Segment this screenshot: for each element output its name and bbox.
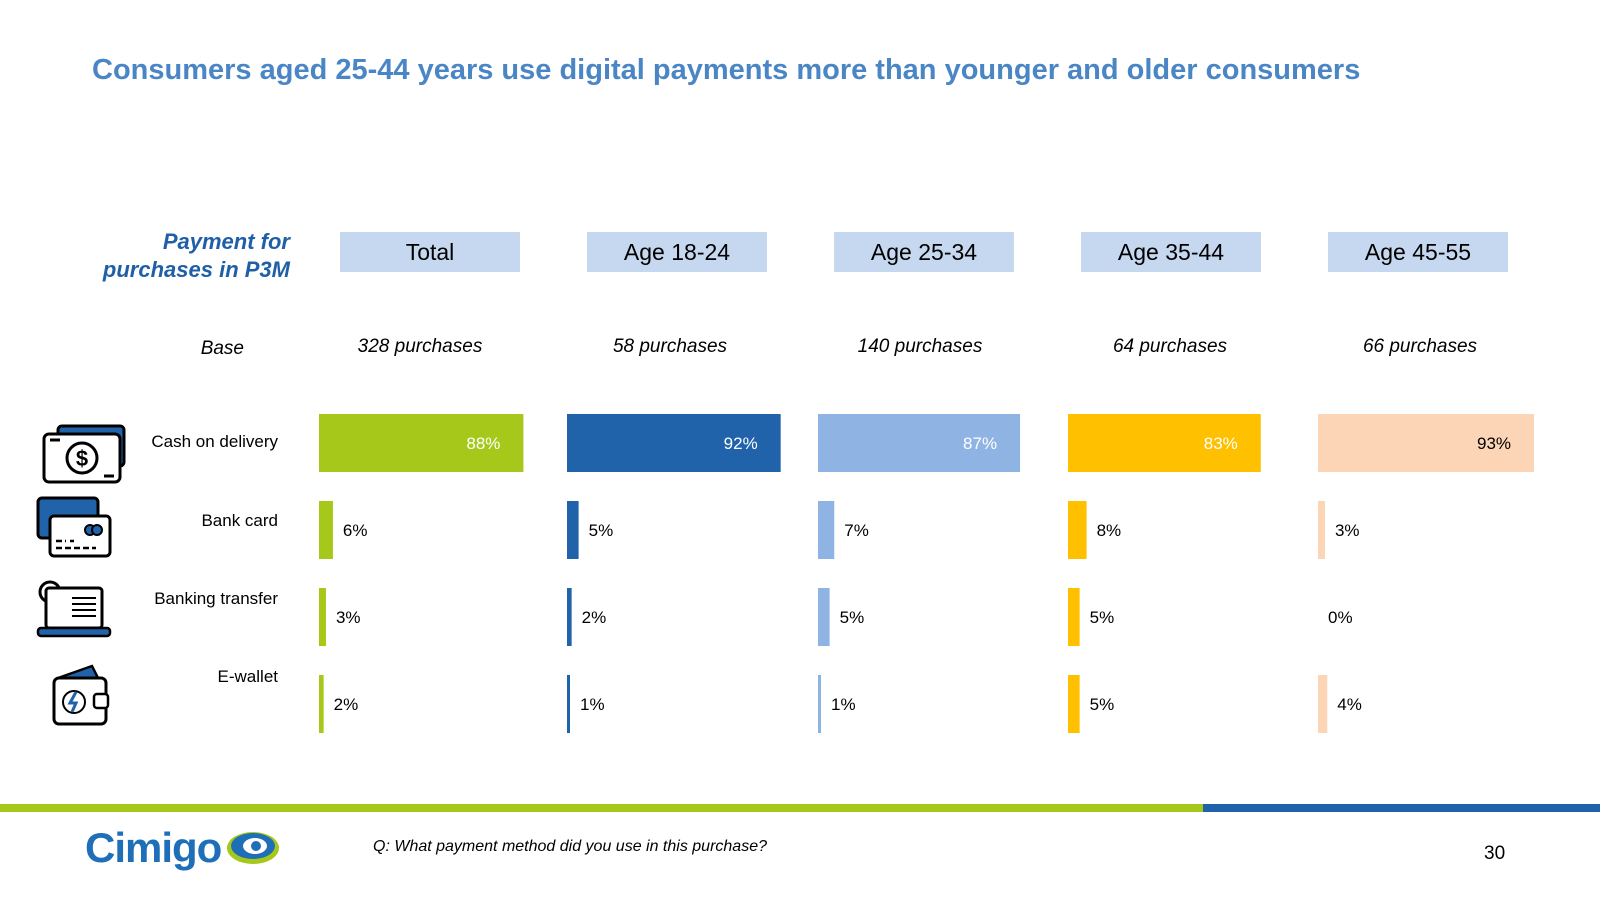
base-value-age-18-24: 58 purchases — [612, 336, 728, 357]
data-label-age-35-44-3: 5% — [1090, 695, 1115, 714]
data-label-total-3: 2% — [334, 695, 359, 714]
base-value-age-35-44: 64 purchases — [1112, 336, 1228, 357]
data-label-total-1: 6% — [343, 521, 368, 540]
column-header-age-18-24: Age 18-24 — [587, 232, 767, 272]
row-header: Payment for purchases in P3M — [102, 229, 290, 282]
data-label-age-18-24-2: 2% — [582, 608, 607, 627]
bar-age-18-24-3 — [567, 675, 570, 733]
bar-age-25-34-1 — [818, 501, 835, 559]
data-label-age-45-55-1: 3% — [1335, 521, 1360, 540]
data-label-total-0: 88% — [466, 434, 500, 453]
credit-card-icon — [36, 496, 126, 564]
bar-age-35-44-1 — [1068, 501, 1087, 559]
category-label-bank-card: Bank card — [201, 511, 278, 530]
data-label-age-35-44-0: 83% — [1204, 434, 1238, 453]
survey-question: Q: What payment method did you use in th… — [373, 838, 767, 855]
base-label: Base — [200, 338, 244, 359]
bar-age-18-24-1 — [567, 501, 579, 559]
bar-age-18-24-0 — [567, 414, 781, 472]
bar-age-25-34-0 — [818, 414, 1021, 472]
bar-total-3 — [319, 675, 324, 733]
bar-age-18-24-2 — [567, 588, 572, 646]
category-label-cash-on-delivery: Cash on delivery — [151, 432, 278, 451]
base-value-age-25-34: 140 purchases — [857, 336, 983, 357]
data-label-age-45-55-2: 0% — [1328, 608, 1353, 627]
data-label-age-25-34-2: 5% — [840, 608, 865, 627]
category-label-banking-transfer: Banking transfer — [154, 589, 278, 608]
base-value-age-45-55: 66 purchases — [1362, 336, 1478, 357]
data-label-total-2: 3% — [336, 608, 361, 627]
base-value-total: 328 purchases — [357, 336, 483, 357]
data-label-age-45-55-0: 93% — [1477, 434, 1511, 453]
cash-icon: $ — [40, 420, 130, 488]
slide-title: Consumers aged 25-44 years use digital p… — [92, 54, 1361, 86]
cimigo-logo: Cimigo — [85, 820, 281, 876]
footer-green-stripe — [0, 804, 1203, 812]
bar-age-45-55-1 — [1318, 501, 1325, 559]
data-label-age-25-34-3: 1% — [831, 695, 856, 714]
data-label-age-25-34-0: 87% — [963, 434, 997, 453]
column-header-age-35-44: Age 35-44 — [1081, 232, 1261, 272]
data-label-age-45-55-3: 4% — [1337, 695, 1362, 714]
data-label-age-35-44-2: 5% — [1090, 608, 1115, 627]
column-header-age-45-55: Age 45-55 — [1328, 232, 1508, 272]
column-header-age-25-34: Age 25-34 — [834, 232, 1014, 272]
logo-text: Cimigo — [85, 824, 222, 871]
data-label-age-35-44-1: 8% — [1097, 521, 1122, 540]
footer-blue-stripe — [1203, 804, 1600, 812]
page-number: 30 — [1484, 843, 1506, 864]
eye-logo-icon — [227, 832, 280, 864]
bar-age-35-44-2 — [1068, 588, 1080, 646]
data-label-age-18-24-3: 1% — [580, 695, 605, 714]
bar-total-2 — [319, 588, 326, 646]
category-label-e-wallet: E-wallet — [217, 667, 278, 686]
data-label-age-18-24-1: 5% — [589, 521, 614, 540]
bar-age-25-34-3 — [818, 675, 821, 733]
svg-text:$: $ — [76, 446, 88, 471]
data-label-age-25-34-1: 7% — [844, 521, 869, 540]
bar-age-45-55-3 — [1318, 675, 1328, 733]
bar-total-0 — [319, 414, 524, 472]
wallet-icon — [48, 664, 138, 732]
bar-age-35-44-3 — [1068, 675, 1080, 733]
bar-age-35-44-0 — [1068, 414, 1261, 472]
bar-age-45-55-0 — [1318, 414, 1534, 472]
data-label-age-18-24-0: 92% — [724, 434, 758, 453]
bar-total-1 — [319, 501, 333, 559]
bar-age-25-34-2 — [818, 588, 830, 646]
laptop-transfer-icon: $ — [36, 580, 126, 648]
column-header-total: Total — [340, 232, 520, 272]
